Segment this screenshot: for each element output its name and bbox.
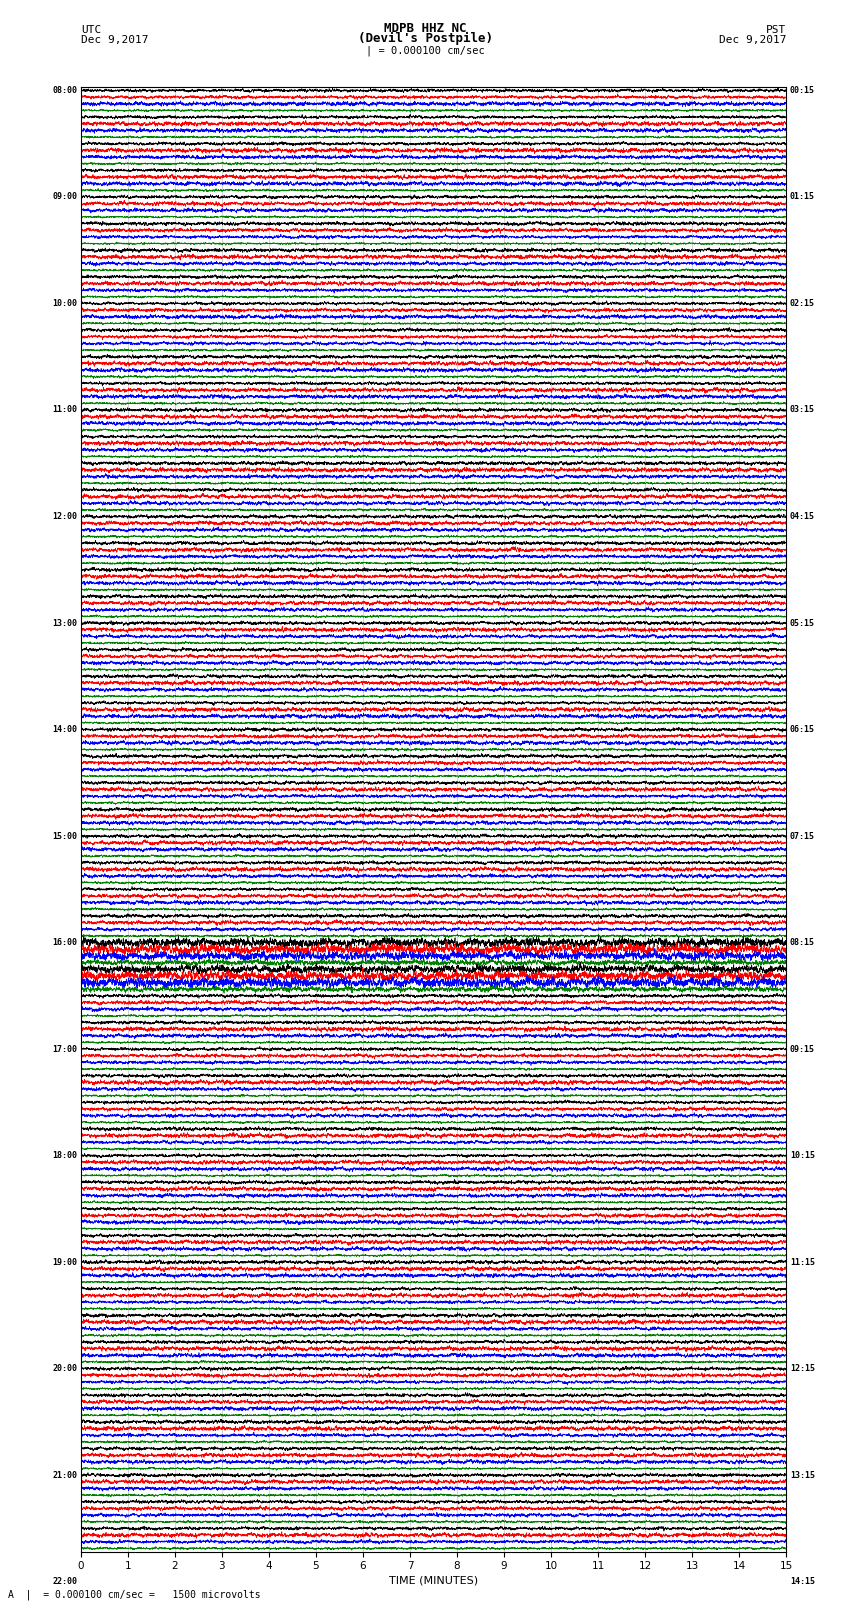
Text: 14:15: 14:15 bbox=[790, 1578, 815, 1586]
Text: 13:00: 13:00 bbox=[52, 618, 77, 627]
Text: Dec 9,2017: Dec 9,2017 bbox=[719, 35, 786, 45]
Text: 14:00: 14:00 bbox=[52, 724, 77, 734]
Text: Dec 9,2017: Dec 9,2017 bbox=[81, 35, 148, 45]
Text: 09:15: 09:15 bbox=[790, 1045, 815, 1053]
Text: 02:15: 02:15 bbox=[790, 298, 815, 308]
Text: 00:15: 00:15 bbox=[790, 85, 815, 95]
Text: 01:15: 01:15 bbox=[790, 192, 815, 202]
Text: 20:00: 20:00 bbox=[52, 1365, 77, 1373]
Text: 07:15: 07:15 bbox=[790, 832, 815, 840]
Text: PST: PST bbox=[766, 24, 786, 35]
Text: 19:00: 19:00 bbox=[52, 1258, 77, 1266]
Text: 13:15: 13:15 bbox=[790, 1471, 815, 1479]
Text: 12:15: 12:15 bbox=[790, 1365, 815, 1373]
X-axis label: TIME (MINUTES): TIME (MINUTES) bbox=[389, 1576, 478, 1586]
Text: MDPB HHZ NC: MDPB HHZ NC bbox=[383, 21, 467, 35]
Text: 08:00: 08:00 bbox=[52, 85, 77, 95]
Text: 16:00: 16:00 bbox=[52, 939, 77, 947]
Text: 06:15: 06:15 bbox=[790, 724, 815, 734]
Text: 10:15: 10:15 bbox=[790, 1152, 815, 1160]
Text: 11:00: 11:00 bbox=[52, 405, 77, 415]
Text: 17:00: 17:00 bbox=[52, 1045, 77, 1053]
Text: A  |  = 0.000100 cm/sec =   1500 microvolts: A | = 0.000100 cm/sec = 1500 microvolts bbox=[8, 1589, 261, 1600]
Text: | = 0.000100 cm/sec: | = 0.000100 cm/sec bbox=[366, 45, 484, 56]
Text: 15:00: 15:00 bbox=[52, 832, 77, 840]
Text: 03:15: 03:15 bbox=[790, 405, 815, 415]
Text: 12:00: 12:00 bbox=[52, 511, 77, 521]
Text: 22:00: 22:00 bbox=[52, 1578, 77, 1586]
Text: 18:00: 18:00 bbox=[52, 1152, 77, 1160]
Text: 10:00: 10:00 bbox=[52, 298, 77, 308]
Text: 09:00: 09:00 bbox=[52, 192, 77, 202]
Text: 11:15: 11:15 bbox=[790, 1258, 815, 1266]
Text: UTC: UTC bbox=[81, 24, 101, 35]
Text: (Devil's Postpile): (Devil's Postpile) bbox=[358, 32, 492, 45]
Text: 08:15: 08:15 bbox=[790, 939, 815, 947]
Text: 21:00: 21:00 bbox=[52, 1471, 77, 1479]
Text: 04:15: 04:15 bbox=[790, 511, 815, 521]
Text: 05:15: 05:15 bbox=[790, 618, 815, 627]
